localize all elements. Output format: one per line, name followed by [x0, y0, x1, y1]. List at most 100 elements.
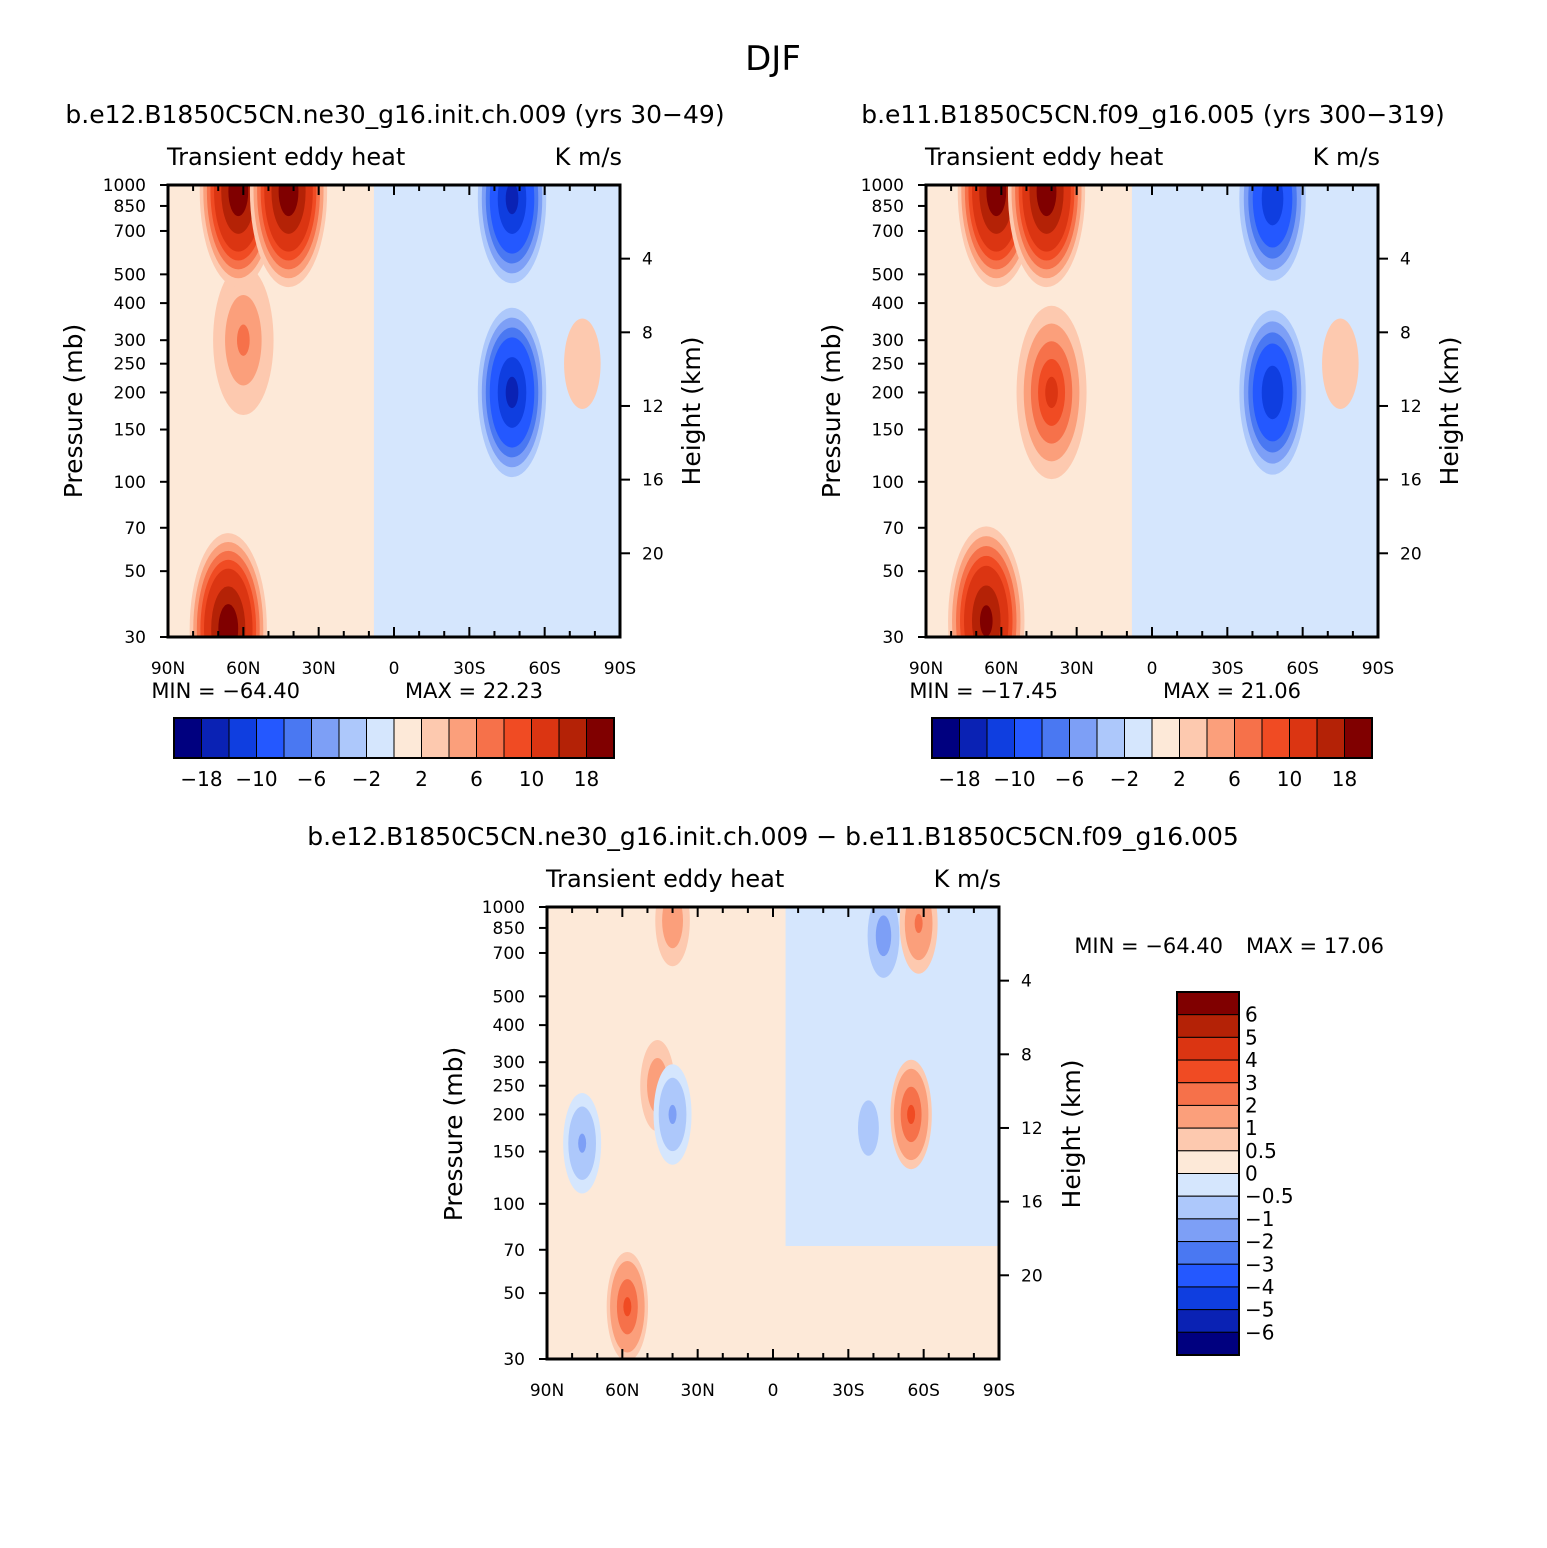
- y-tick-label: 250: [493, 1077, 525, 1097]
- height-tick-label: 4: [642, 250, 653, 270]
- colorbar-label: 2: [1173, 767, 1186, 791]
- colorbar: −18 −10 −6 −2 2 6 10 18: [173, 717, 615, 791]
- plot-frame: [545, 905, 1001, 1361]
- y-tick-label: 1000: [482, 898, 525, 918]
- colorbar-label: 0.5: [1245, 1139, 1277, 1163]
- y-tick-label: 200: [493, 1105, 525, 1125]
- y-tick-label: 30: [503, 1350, 525, 1370]
- colorbar-swatch: [1344, 717, 1373, 759]
- contour-feature-7: [662, 907, 683, 949]
- colorbar-swatch: [586, 717, 615, 759]
- y-tick-label: 30: [882, 628, 904, 648]
- height-tick-label: 20: [642, 544, 664, 564]
- colorbar-swatch: [1041, 717, 1070, 759]
- contour-feature-3: [668, 1104, 677, 1125]
- colorbar-label: 0: [1245, 1162, 1258, 1186]
- right-string: K m/s: [555, 143, 622, 171]
- colorbar-swatch: [531, 717, 560, 759]
- y-tick-label: 700: [872, 222, 904, 242]
- contour-feature-5: [505, 185, 519, 215]
- x-tick-labels: 90N 60N 30N 0 30S 60S 90S: [909, 659, 1394, 679]
- colorbar-swatch: [393, 717, 422, 759]
- colorbar-label: −18: [180, 767, 222, 791]
- colorbar-label: 6: [470, 767, 483, 791]
- colorbar-swatch: [959, 717, 988, 759]
- right-axis-label: Height (km): [1435, 337, 1464, 486]
- colorbar-label: 5: [1245, 1025, 1258, 1049]
- contour-feature-5: [1261, 185, 1284, 226]
- max-label: MAX = 21.06: [1163, 679, 1301, 703]
- y-tick-label: 50: [882, 562, 904, 582]
- colorbar-swatch: [1069, 717, 1098, 759]
- x-tick-label: 90S: [604, 659, 636, 679]
- max-label: MAX = 22.23: [405, 679, 543, 703]
- max-label: MAX = 17.06: [1246, 934, 1384, 958]
- y-tick-label: 400: [114, 294, 146, 314]
- contour-feature-4: [505, 376, 519, 409]
- colorbar-swatch: [1179, 717, 1208, 759]
- y-tick-label: 700: [493, 944, 525, 964]
- colorbar-label: 2: [415, 767, 428, 791]
- y-tick-label: 500: [493, 987, 525, 1007]
- contour-feature-3: [1036, 185, 1057, 217]
- height-tick-label: 16: [1021, 1193, 1043, 1213]
- colorbar-label: 6: [1228, 767, 1241, 791]
- y-tick-label: 400: [872, 294, 904, 314]
- x-tick-label: 90N: [909, 659, 943, 679]
- colorbar-swatch: [1176, 1195, 1240, 1220]
- colorbar-swatch: [1176, 1218, 1240, 1243]
- contour-feature-2: [986, 185, 1007, 217]
- colorbar-label: −6: [1245, 1320, 1274, 1344]
- y-tick-label: 500: [114, 265, 146, 285]
- plot-frame: [924, 183, 1380, 639]
- colorbar-label: −6: [297, 767, 326, 791]
- y-tick-label: 850: [114, 197, 146, 217]
- contour-field: [926, 185, 1378, 637]
- height-tick-label: 4: [1400, 250, 1411, 270]
- y-tick-label: 50: [124, 562, 146, 582]
- y-tick-label: 1000: [103, 176, 146, 196]
- contour-field: [547, 907, 999, 1359]
- colorbar-label: −5: [1245, 1298, 1274, 1322]
- x-tick-label: 60S: [907, 1381, 939, 1401]
- colorbar-label: 10: [1277, 767, 1302, 791]
- height-tick-label: 16: [642, 471, 664, 491]
- contour-field: [168, 185, 620, 637]
- colorbar-label: 2: [1245, 1093, 1258, 1117]
- right-string: K m/s: [1313, 143, 1380, 171]
- y-tick-label: 400: [493, 1016, 525, 1036]
- colorbar-swatch: [1316, 717, 1345, 759]
- colorbar-swatch: [986, 717, 1015, 759]
- colorbar-swatch: [1176, 1331, 1240, 1356]
- y-tick-label: 300: [872, 331, 904, 351]
- height-tick-labels: 4 8 12 16 20: [642, 250, 664, 565]
- colorbar-swatch: [228, 717, 257, 759]
- contour-feature-2: [578, 1133, 587, 1153]
- colorbar-label: −0.5: [1245, 1184, 1294, 1208]
- contour-feature-6: [875, 915, 892, 957]
- colorbar-swatch: [1206, 717, 1235, 759]
- height-tick-labels: 4 8 12 16 20: [1400, 250, 1422, 565]
- colorbar-label: 3: [1245, 1071, 1258, 1095]
- x-tick-label: 30S: [453, 659, 485, 679]
- colorbar-swatch: [1176, 991, 1240, 1016]
- contour-feature-0: [623, 1297, 632, 1317]
- contour-feature-0: [218, 604, 239, 637]
- contour-feature-6: [1322, 318, 1359, 409]
- x-tick-label: 0: [1147, 659, 1158, 679]
- colorbar-label: −10: [993, 767, 1035, 791]
- x-tick-label: 0: [389, 659, 400, 679]
- colorbar-swatch: [283, 717, 312, 759]
- y-axis-label: Pressure (mb): [817, 324, 846, 498]
- colorbar-swatch: [1176, 1263, 1240, 1288]
- y-tick-label: 70: [882, 519, 904, 539]
- x-tick-label: 0: [768, 1381, 779, 1401]
- y-tick-label: 1000: [861, 176, 904, 196]
- y-axis-label: Pressure (mb): [439, 1047, 468, 1221]
- colorbar-swatch: [476, 717, 505, 759]
- contour-feature-1: [1045, 376, 1058, 409]
- height-tick-label: 8: [1021, 1045, 1032, 1065]
- x-tick-label: 90N: [530, 1381, 564, 1401]
